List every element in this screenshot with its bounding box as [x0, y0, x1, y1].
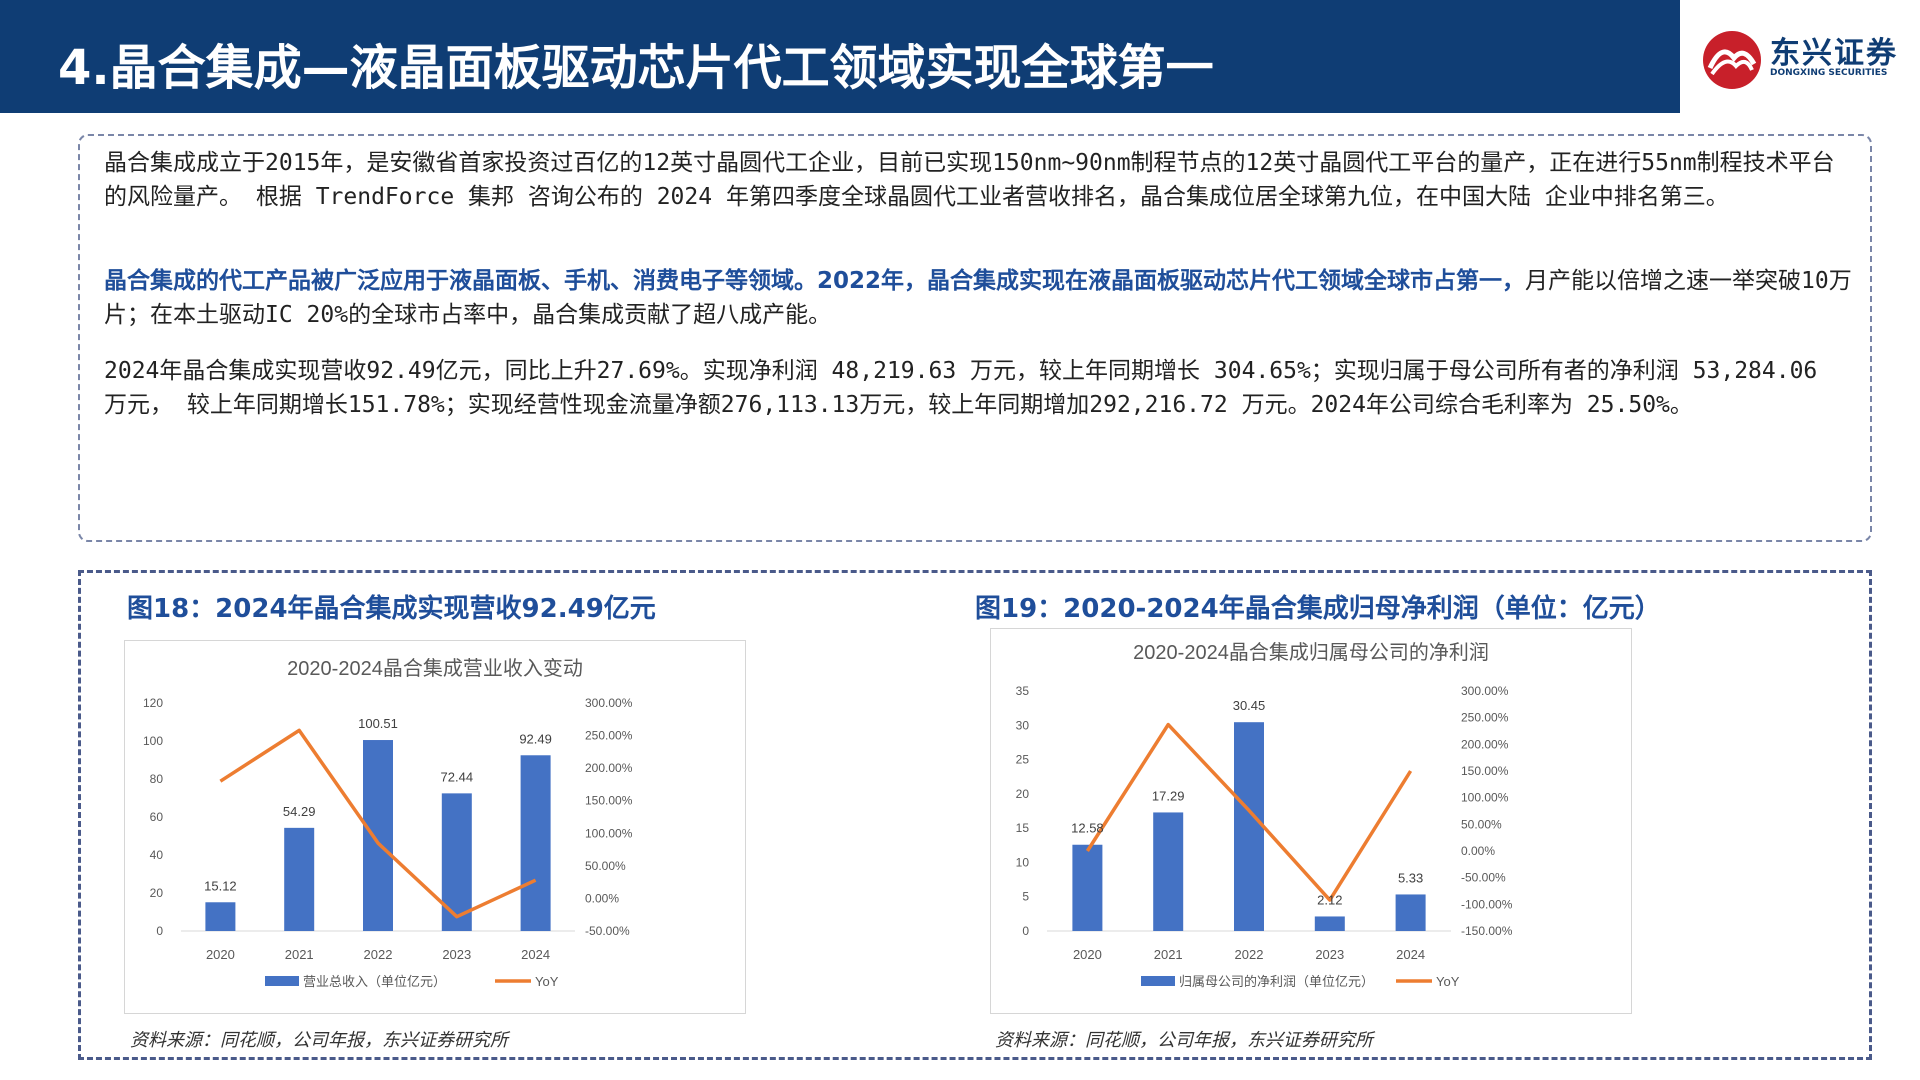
y2-tick-label: -150.00%	[1461, 924, 1513, 938]
y-tick-label: 80	[150, 772, 164, 786]
x-tick-label: 2023	[442, 947, 471, 962]
bar-2020	[205, 902, 236, 931]
bar-2021	[1153, 812, 1184, 931]
x-tick-label: 2021	[285, 947, 314, 962]
y-tick-label: 0	[1022, 924, 1029, 938]
y2-tick-label: -100.00%	[1461, 897, 1513, 911]
bar-data-label: 72.44	[441, 769, 474, 784]
y2-tick-label: 250.00%	[585, 729, 633, 743]
y2-tick-label: 0.00%	[585, 891, 619, 905]
bar-data-label: 12.58	[1071, 821, 1104, 836]
chart-title: 2020-2024晶合集成营业收入变动	[287, 657, 583, 680]
company-logo: 东兴证券 DONGXING SECURITIES	[1700, 28, 1910, 92]
bar-data-label: 5.33	[1398, 870, 1423, 885]
intro-paragraph-2: 晶合集成的代工产品被广泛应用于液晶面板、手机、消费电子等领域。2022年，晶合集…	[104, 264, 1854, 332]
intro-paragraph-2-rest: 月产能以倍增之速一举突破10万片；在本土驱动IC 20%的全球市占率中，晶合集成…	[104, 268, 1852, 328]
intro-paragraph-2-highlight: 晶合集成的代工产品被广泛应用于液晶面板、手机、消费电子等领域。2022年，晶合集…	[104, 268, 1526, 294]
x-tick-label: 2022	[364, 947, 393, 962]
chart-net-profit: 2020-2024晶合集成归属母公司的净利润 0 5 10 15 20 25 30 35 -150…	[1016, 641, 1513, 989]
chart-title: 2020-2024晶合集成归属母公司的净利润	[1133, 641, 1489, 664]
y2-tick-label: 50.00%	[585, 859, 626, 873]
y2-tick-label: 50.00%	[1461, 817, 1502, 831]
x-tick-label: 2020	[206, 947, 235, 962]
charts-container	[78, 570, 1872, 1060]
y2-tick-label: 250.00%	[1461, 711, 1509, 725]
page-title: 4.晶合集成—液晶面板驱动芯片代工领域实现全球第一	[58, 40, 1214, 96]
bar-2020	[1072, 844, 1103, 931]
bar-2022	[363, 740, 393, 931]
y-tick-label: 10	[1016, 855, 1030, 869]
y-tick-label: 30	[1016, 718, 1030, 732]
y-tick-label: 40	[150, 848, 164, 862]
y-tick-label: 100	[143, 734, 163, 748]
bar-data-label: 2.12	[1317, 892, 1342, 907]
x-tick-label: 2024	[521, 947, 550, 962]
y2-tick-label: 100.00%	[585, 826, 633, 840]
y-tick-label: 20	[1016, 787, 1030, 801]
bar-2022	[1234, 722, 1264, 931]
bar-data-label: 54.29	[283, 804, 316, 819]
intro-paragraph-1: 晶合集成成立于2015年，是安徽省首家投资过百亿的12英寸晶圆代工企业，目前已实…	[104, 150, 1835, 210]
yoy-line	[1085, 722, 1413, 902]
x-tick-label: 2020	[1073, 947, 1102, 962]
y2-tick-label: 150.00%	[585, 794, 633, 808]
y-tick-label: 120	[143, 696, 163, 710]
y2-tick-label: 300.00%	[1461, 684, 1509, 698]
legend-line-label: YoY	[1436, 974, 1460, 989]
y2-tick-label: -50.00%	[1461, 871, 1506, 885]
x-tick-label: 2023	[1315, 947, 1344, 962]
chart-revenue: 2020-2024晶合集成营业收入变动 0 20 40 60 80 100 120 -50.00…	[143, 657, 633, 989]
y2-tick-label: -50.00%	[585, 924, 630, 938]
legend-bar-label: 营业总收入（单位亿元）	[303, 974, 446, 989]
x-tick-label: 2024	[1396, 947, 1425, 962]
figure-19-source: 资料来源：同花顺，公司年报，东兴证券研究所	[995, 1030, 1373, 1051]
bar-data-label: 17.29	[1152, 788, 1185, 803]
figure-18-source: 资料来源：同花顺，公司年报，东兴证券研究所	[130, 1030, 508, 1051]
header-bar	[0, 0, 1680, 113]
y-tick-label: 0	[156, 924, 163, 938]
logo-text-en: DONGXING SECURITIES	[1770, 68, 1888, 78]
y-tick-label: 35	[1016, 684, 1030, 698]
y-tick-label: 5	[1022, 890, 1029, 904]
y-tick-label: 25	[1016, 753, 1030, 767]
x-tick-label: 2021	[1154, 947, 1183, 962]
y2-tick-label: 200.00%	[585, 761, 633, 775]
bar-data-label: 100.51	[358, 716, 398, 731]
bar-2024	[1395, 894, 1426, 931]
y2-tick-label: 0.00%	[1461, 844, 1495, 858]
chart-net-profit-frame: 2020-2024晶合集成归属母公司的净利润 0 5 10 15 20 25 30 35 -150…	[990, 628, 1632, 1014]
y-tick-label: 15	[1016, 821, 1030, 835]
y-tick-label: 60	[150, 810, 164, 824]
x-tick-label: 2022	[1235, 947, 1264, 962]
logo-emblem-icon	[1703, 31, 1761, 89]
y2-tick-label: 200.00%	[1461, 737, 1509, 751]
y-tick-label: 20	[150, 886, 164, 900]
y2-tick-label: 100.00%	[1461, 791, 1509, 805]
legend-bar-swatch	[1141, 976, 1175, 986]
legend-bar-swatch	[265, 976, 299, 986]
legend-bar-label: 归属母公司的净利润（单位亿元）	[1179, 974, 1374, 989]
bar-data-label: 15.12	[204, 878, 237, 893]
logo-text-cn: 东兴证券	[1770, 36, 1898, 71]
y2-tick-label: 300.00%	[585, 696, 633, 710]
intro-text-box: 晶合集成成立于2015年，是安徽省首家投资过百亿的12英寸晶圆代工企业，目前已实…	[78, 134, 1872, 542]
bar-2024	[520, 755, 551, 931]
y2-tick-label: 150.00%	[1461, 764, 1509, 778]
bar-data-label: 30.45	[1233, 698, 1266, 713]
legend-line-label: YoY	[535, 974, 559, 989]
yoy-line	[219, 728, 537, 919]
intro-paragraph-3: 2024年晶合集成实现营收92.49亿元，同比上升27.69%。实现净利润 48…	[104, 358, 1818, 418]
figure-18-caption: 图18：2024年晶合集成实现营收92.49亿元	[127, 594, 656, 624]
figure-19-caption: 图19：2020-2024年晶合集成归母净利润（单位：亿元）	[975, 594, 1661, 624]
bar-2023	[1314, 916, 1345, 931]
chart-revenue-frame: 2020-2024晶合集成营业收入变动 0 20 40 60 80 100 120 -50.00…	[124, 640, 746, 1014]
bar-data-label: 92.49	[519, 731, 552, 746]
bar-2021	[284, 827, 315, 931]
